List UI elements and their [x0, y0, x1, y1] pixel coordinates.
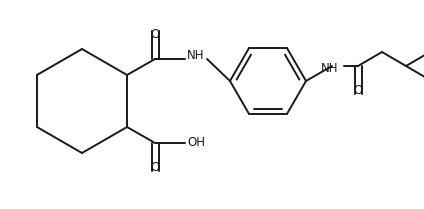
- Text: O: O: [353, 84, 363, 97]
- Text: OH: OH: [187, 136, 205, 149]
- Text: NH: NH: [187, 49, 204, 62]
- Text: O: O: [151, 161, 160, 174]
- Text: O: O: [151, 28, 160, 41]
- Text: NH: NH: [321, 62, 339, 75]
